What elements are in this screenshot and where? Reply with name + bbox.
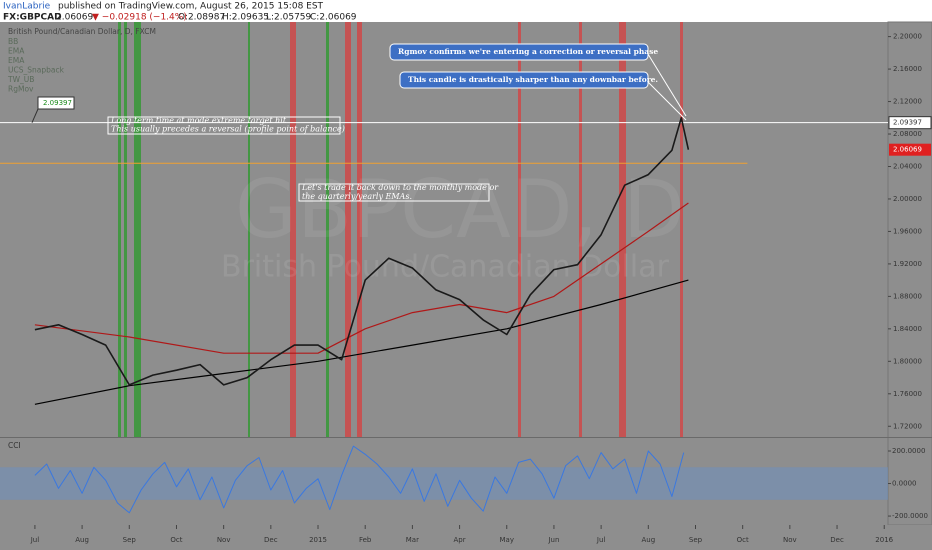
- note-box: [298, 183, 490, 202]
- price-line: [34, 117, 690, 386]
- callout-box: [399, 71, 649, 89]
- author[interactable]: IvanLabrie: [3, 2, 51, 12]
- y-tick-label: 2.16000: [893, 65, 922, 73]
- legend-entry: EMA: [8, 56, 25, 65]
- legend-entry: UCS_Snapback: [8, 66, 65, 75]
- y-tick-label: 1.72000: [893, 422, 922, 430]
- y-tick-label: 2.04000: [893, 162, 922, 170]
- legend-entry: BB: [8, 37, 18, 46]
- note-text: the quarterly/yearly EMAs.: [302, 192, 412, 201]
- green-band: [248, 22, 250, 437]
- cci-y-tick-label: -200.0000: [892, 512, 928, 520]
- x-tick-label: Nov: [783, 536, 797, 544]
- last-price-label: 2.06069: [893, 146, 922, 154]
- symbol: FX:GBPCAD: [3, 13, 62, 23]
- x-tick-label: Sep: [123, 536, 137, 544]
- last-price: 2.06069: [56, 13, 93, 23]
- green-band: [118, 22, 121, 437]
- ema-line: [34, 202, 689, 354]
- cci-line: [34, 445, 685, 514]
- ohlc: L:2.05759: [266, 13, 312, 23]
- green-band: [326, 22, 329, 437]
- y-tick-label: 2.20000: [893, 33, 922, 41]
- x-tick-label: May: [500, 536, 514, 544]
- level-connector: [31, 108, 39, 123]
- y-tick-label: 1.88000: [893, 292, 922, 300]
- x-tick-label: 2015: [309, 536, 327, 544]
- x-tick-label: Oct: [170, 536, 182, 544]
- published: published on TradingView.com, August 26,…: [58, 2, 324, 12]
- cci-label: CCI: [8, 441, 21, 450]
- callout-arrow: [647, 53, 687, 117]
- chart-title: British Pound/Canadian Dollar, D, FXCM: [8, 27, 156, 36]
- x-tick-label: Feb: [359, 536, 372, 544]
- ohlc: C:2.06069: [310, 13, 357, 23]
- y-tick-label: 1.92000: [893, 260, 922, 268]
- callout-box: [389, 43, 649, 61]
- change: ▼ −0.02918 (−1.4%): [92, 13, 187, 23]
- x-tick-label: Sep: [689, 536, 703, 544]
- y-tick-label: 2.12000: [893, 98, 922, 106]
- legend-entry: EMA: [8, 47, 25, 56]
- x-tick-label: Dec: [830, 536, 844, 544]
- last-price-box: [889, 143, 931, 156]
- red-band: [357, 22, 362, 437]
- red-band: [680, 22, 683, 437]
- callout-text: Rgmov confirms we're entering a correcti…: [398, 47, 658, 56]
- red-band: [518, 22, 521, 437]
- y-tick-label: 2.00000: [893, 195, 922, 203]
- legend-entry: TW_UB: [7, 75, 34, 84]
- x-tick-label: Nov: [217, 536, 231, 544]
- level-axis-box: [888, 116, 932, 130]
- red-band: [619, 22, 626, 437]
- x-tick-label: Jun: [547, 536, 559, 544]
- x-tick-label: Aug: [75, 536, 89, 544]
- ohlc: O:2.08987: [178, 13, 225, 23]
- time-axis: [0, 525, 932, 550]
- x-tick-label: Jul: [596, 536, 606, 544]
- watermark: GBPCAD, D: [235, 163, 685, 256]
- x-tick-label: Jul: [30, 536, 40, 544]
- y-tick-label: 1.84000: [893, 325, 922, 333]
- level-axis-label: 2.09397: [893, 119, 922, 127]
- legend-entry: RgMov: [8, 85, 34, 94]
- red-band: [579, 22, 582, 437]
- y-tick-label: 2.08000: [893, 130, 922, 138]
- note-text: Let's trade it back down to the monthly …: [301, 183, 499, 192]
- cci-y-tick-label: 200.0000: [892, 447, 925, 455]
- cci-y-tick-label: 0.0000: [892, 480, 917, 488]
- green-band: [134, 22, 141, 437]
- ohlc: H:2.09635: [222, 13, 269, 23]
- x-tick-label: Oct: [737, 536, 749, 544]
- price-axis: [887, 21, 932, 526]
- level-box: [37, 96, 75, 110]
- level-label: 2.09397: [43, 99, 72, 107]
- ema-line: [34, 279, 689, 405]
- green-band: [124, 22, 127, 437]
- x-tick-label: Dec: [264, 536, 278, 544]
- x-tick-label: 2016: [875, 536, 893, 544]
- red-band: [345, 22, 351, 437]
- note-box: [107, 116, 341, 135]
- price-pane: [0, 22, 888, 437]
- signal-bands: [118, 22, 683, 437]
- x-tick-label: Apr: [454, 536, 466, 544]
- callout-text: This candle is drastically sharper than …: [408, 75, 658, 84]
- y-tick-label: 1.80000: [893, 357, 922, 365]
- callout-arrow: [647, 81, 687, 121]
- note-text: Long term time at mode extreme target hi…: [110, 116, 287, 125]
- watermark: British Pound/Canadian Dollar: [221, 250, 670, 285]
- y-tick-label: 1.96000: [893, 227, 922, 235]
- x-tick-label: Aug: [641, 536, 655, 544]
- red-band: [290, 22, 296, 437]
- y-tick-label: 1.76000: [893, 390, 922, 398]
- x-tick-label: Mar: [406, 536, 419, 544]
- note-text: This usually precedes a reversal (profil…: [111, 125, 345, 134]
